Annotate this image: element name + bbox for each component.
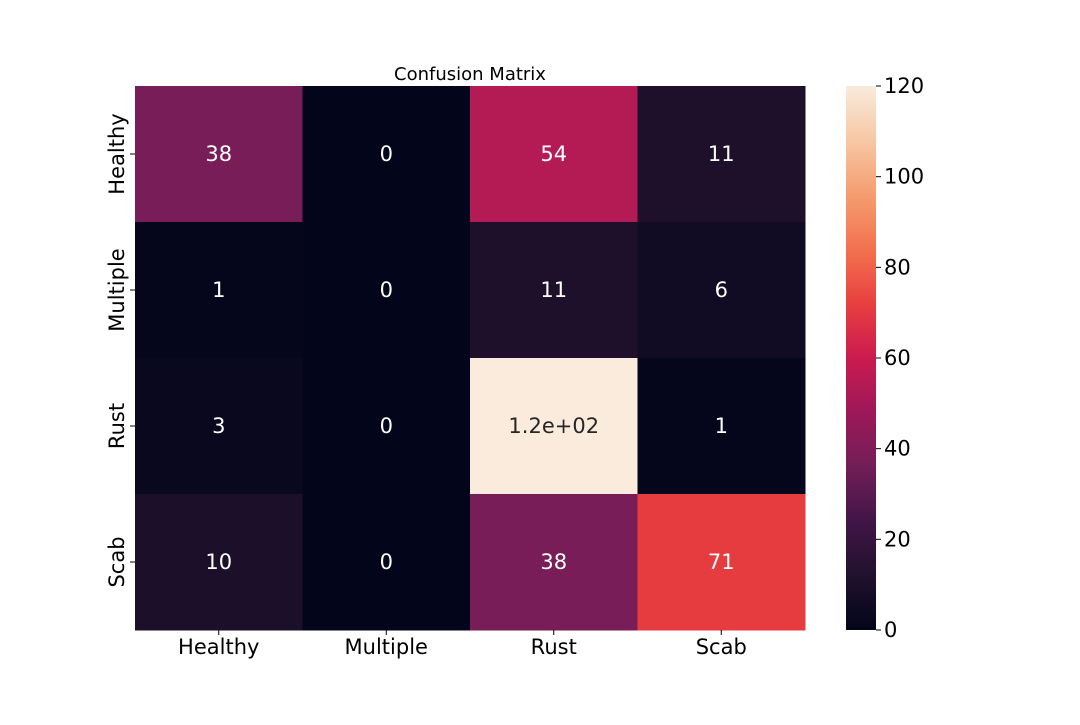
colorbar-tick-label: 0: [884, 618, 897, 642]
y-axis-ticks: Healthy Multiple Rust Scab: [105, 113, 135, 588]
heatmap-cell: [135, 222, 303, 359]
cell-value-label: 0: [380, 278, 393, 302]
heatmap-cell: [637, 86, 806, 223]
heatmap-cell: [302, 86, 471, 223]
cell-value-label: 54: [540, 142, 567, 166]
cell-value-label: 1.2e+02: [508, 414, 599, 438]
cell-value-label: 11: [708, 142, 735, 166]
cell-value-label: 0: [380, 142, 393, 166]
colorbar-tick-label: 80: [884, 255, 911, 279]
heatmap-cell: [302, 222, 471, 359]
x-axis-ticks: Healthy Multiple Rust Scab: [178, 630, 747, 659]
heatmap-cell: [470, 222, 638, 359]
colorbar-tick-label: 20: [884, 527, 911, 551]
cell-value-label: 1: [715, 414, 728, 438]
x-tick-label: Multiple: [345, 635, 428, 659]
x-tick-label: Healthy: [178, 635, 259, 659]
cell-value-label: 1: [212, 278, 225, 302]
colorbar: 0 20 40 60 80 100 120: [846, 74, 924, 642]
chart-title: Confusion Matrix: [394, 64, 546, 85]
heatmap-cell: [637, 222, 806, 359]
cell-value-label: 0: [380, 414, 393, 438]
heatmap-cell: [135, 358, 303, 495]
colorbar-tick-label: 100: [884, 165, 924, 189]
heatmap-cell: [135, 86, 303, 223]
y-tick-label: Rust: [105, 403, 129, 449]
colorbar-tick-label: 120: [884, 74, 924, 98]
cell-value-label: 10: [205, 550, 232, 574]
y-tick-label: Multiple: [105, 248, 129, 331]
colorbar-gradient: [846, 86, 876, 630]
cell-value-label: 3: [212, 414, 225, 438]
heatmap-cell: [470, 494, 638, 631]
colorbar-tick-label: 40: [884, 437, 911, 461]
x-tick-label: Rust: [531, 635, 577, 659]
y-tick-label: Scab: [105, 536, 129, 587]
heatmap-cell: [637, 494, 806, 631]
x-tick-label: Scab: [696, 635, 747, 659]
heatmap-cell: [470, 86, 638, 223]
cell-value-label: 11: [540, 278, 567, 302]
heatmap-cell: [470, 358, 638, 495]
heatmap-cell: [135, 494, 303, 631]
cell-value-label: 38: [540, 550, 567, 574]
cell-value-label: 71: [708, 550, 735, 574]
cell-value-label: 0: [380, 550, 393, 574]
y-tick-label: Healthy: [105, 113, 129, 194]
cell-value-label: 6: [715, 278, 728, 302]
cell-value-label: 38: [205, 142, 232, 166]
heatmap-cell: [637, 358, 806, 495]
heatmap-cell: [302, 358, 471, 495]
heatmap-cell: [302, 494, 471, 631]
colorbar-tick-label: 60: [884, 346, 911, 370]
heatmap-cells: 38 0 54 111 0 11 63 0 1.2e+02 110 0 38 71: [135, 86, 806, 631]
